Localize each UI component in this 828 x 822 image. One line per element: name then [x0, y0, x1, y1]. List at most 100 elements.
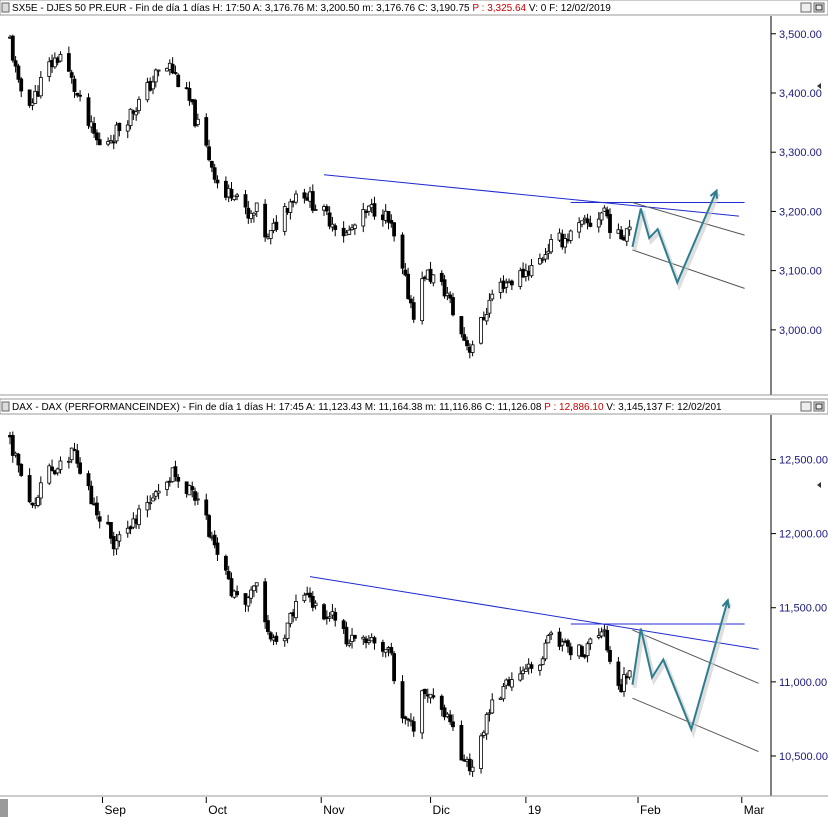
candle	[563, 233, 568, 254]
candle-body	[78, 462, 82, 474]
candle-body	[627, 226, 632, 231]
candle-body	[16, 453, 21, 466]
candle-body	[193, 491, 197, 501]
candle	[207, 139, 211, 162]
candle	[156, 69, 161, 77]
candle	[403, 715, 408, 725]
candle-body	[232, 195, 237, 200]
candle-body	[235, 591, 240, 596]
chart-panel-2: DAX - DAX (PERFORMANCEINDEX) - Fin de dí…	[0, 398, 828, 797]
candle-body	[86, 97, 91, 126]
ytick-label: 12,000.00	[779, 529, 828, 541]
candle-body	[66, 53, 71, 72]
candle-body	[106, 141, 111, 145]
candle	[501, 682, 506, 702]
candle	[372, 196, 377, 220]
candle-body	[27, 89, 32, 106]
candle	[109, 522, 113, 544]
candle	[97, 511, 102, 529]
candle-body	[137, 98, 141, 112]
candle-body	[380, 642, 385, 652]
candle-body	[117, 534, 122, 542]
candle-body	[322, 604, 326, 620]
candle-body	[36, 496, 40, 506]
candle	[145, 495, 150, 518]
candle	[364, 209, 368, 219]
resistance-trendline	[309, 576, 759, 650]
candle-body	[372, 203, 377, 217]
header-field-17: F:	[663, 402, 677, 413]
candle-body	[439, 695, 444, 710]
candle-body	[266, 620, 270, 632]
candle-body	[538, 664, 542, 671]
candle-body	[364, 210, 368, 213]
candle	[588, 215, 593, 228]
xtick-label: 19	[528, 803, 542, 817]
candle	[58, 456, 63, 474]
candle-body	[608, 650, 612, 662]
candle	[459, 720, 464, 761]
candle	[19, 77, 24, 98]
projection-path	[631, 600, 729, 733]
candle-body	[134, 111, 139, 116]
candle-body	[263, 203, 268, 238]
candle	[380, 639, 385, 657]
header-field-15: V:	[604, 402, 619, 413]
candle	[165, 480, 169, 496]
candle-body	[596, 635, 601, 638]
candle	[27, 468, 32, 504]
chart-data-icon	[1, 401, 10, 412]
candle	[322, 602, 326, 621]
maximize-glyph	[815, 4, 823, 11]
candle	[47, 463, 52, 485]
candle	[75, 92, 80, 98]
candle	[409, 713, 413, 727]
candle-body	[47, 61, 52, 77]
candle-body	[543, 642, 548, 660]
candle	[479, 316, 483, 345]
candle	[302, 592, 307, 603]
candle	[243, 190, 248, 215]
candle	[400, 232, 405, 275]
candle-body	[156, 490, 161, 494]
candle	[509, 672, 514, 692]
candle	[490, 693, 495, 714]
candle-body	[243, 194, 248, 208]
candle	[252, 585, 256, 598]
candle-body	[137, 508, 141, 526]
candle	[128, 108, 133, 130]
candle-body	[27, 475, 32, 503]
candle	[223, 554, 228, 575]
candle	[86, 93, 91, 129]
candle	[235, 192, 240, 201]
candle	[442, 274, 447, 299]
candle-body	[509, 679, 514, 688]
candle	[274, 215, 279, 232]
candle-body	[529, 265, 534, 277]
header-field-15: V:	[526, 3, 541, 14]
header-field-8: 3,200.50	[321, 3, 360, 14]
candle	[148, 495, 153, 510]
header-field-2: Fin de día 1 días	[135, 3, 210, 14]
candle	[582, 653, 587, 660]
xtick-label: Oct	[208, 803, 227, 817]
candle-body	[294, 601, 298, 619]
candle-body	[439, 272, 444, 282]
candle	[195, 492, 200, 505]
candle	[465, 336, 469, 351]
candle-body	[195, 498, 200, 501]
candle	[372, 635, 377, 650]
candle	[72, 442, 77, 452]
header-field-9: m:	[359, 3, 376, 14]
candle-body	[66, 460, 71, 463]
candle-body	[352, 224, 357, 229]
candle-body	[145, 82, 150, 101]
x-axis-left-block	[0, 799, 8, 817]
candle	[543, 247, 548, 263]
candle-body	[409, 719, 413, 722]
candle-body	[459, 725, 464, 761]
candle	[302, 188, 307, 204]
candle	[411, 296, 416, 323]
header-field-14: 12,886.10	[559, 402, 604, 413]
candle-body	[344, 626, 349, 645]
